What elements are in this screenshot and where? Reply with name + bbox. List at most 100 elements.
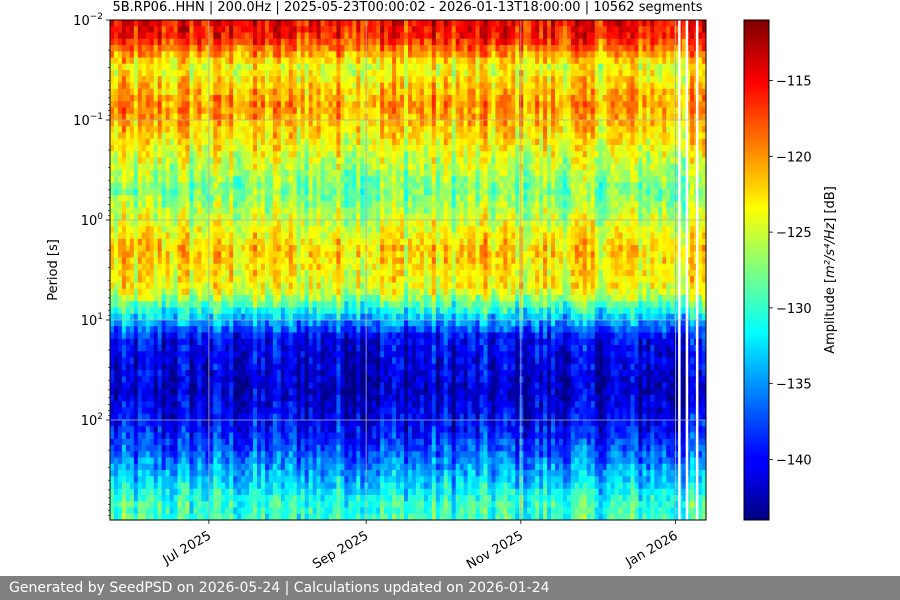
heatmap-cell xyxy=(348,451,353,459)
heatmap-cell xyxy=(153,20,159,27)
heatmap-cell xyxy=(312,95,318,102)
heatmap-cell xyxy=(312,432,318,440)
heatmap-cell xyxy=(145,332,151,340)
heatmap-cell xyxy=(165,401,171,409)
heatmap-cell xyxy=(312,201,318,209)
heatmap-cell xyxy=(193,445,199,452)
heatmap-cell xyxy=(169,213,175,221)
heatmap-cell xyxy=(264,401,270,409)
heatmap-cell xyxy=(221,476,226,484)
heatmap-cell xyxy=(121,57,127,65)
heatmap-cell xyxy=(241,313,246,321)
heatmap-cell xyxy=(110,376,115,384)
heatmap-cell xyxy=(189,482,195,490)
heatmap-cell xyxy=(117,313,123,321)
heatmap-cell xyxy=(237,401,242,409)
heatmap-cell xyxy=(133,301,139,309)
heatmap-cell xyxy=(272,95,278,102)
heatmap-cell xyxy=(121,382,127,390)
heatmap-cell xyxy=(356,88,361,96)
heatmap-cell xyxy=(225,126,230,134)
heatmap-cell xyxy=(352,457,357,465)
heatmap-cell xyxy=(145,32,151,40)
heatmap-cell xyxy=(205,276,210,284)
heatmap-cell xyxy=(165,457,171,465)
heatmap-cell xyxy=(352,238,357,246)
heatmap-cell xyxy=(328,282,334,290)
heatmap-cell xyxy=(193,188,199,196)
heatmap-cell xyxy=(181,338,187,346)
heatmap-cell xyxy=(352,282,357,290)
heatmap-cell xyxy=(245,438,250,446)
heatmap-cell xyxy=(288,463,294,471)
heatmap-cell xyxy=(264,363,270,371)
heatmap-cell xyxy=(209,382,214,390)
heatmap-cell xyxy=(173,495,179,502)
heatmap-cell xyxy=(233,157,238,165)
heatmap-cell xyxy=(121,20,127,27)
heatmap-cell xyxy=(129,26,135,34)
heatmap-cell xyxy=(328,113,334,121)
heatmap-cell xyxy=(129,326,135,334)
heatmap-cell xyxy=(129,382,135,390)
heatmap-cell xyxy=(356,120,361,127)
heatmap-cell xyxy=(229,320,234,327)
heatmap-cell xyxy=(205,445,210,452)
heatmap-cell xyxy=(324,445,330,452)
heatmap-cell xyxy=(300,320,306,327)
heatmap-cell xyxy=(181,138,187,146)
heatmap-cell xyxy=(205,420,210,427)
heatmap-cell xyxy=(324,470,330,477)
heatmap-cell xyxy=(308,63,314,71)
heatmap-cell xyxy=(213,357,218,365)
heatmap-cell xyxy=(328,126,334,134)
heatmap-cell xyxy=(169,32,175,40)
heatmap-cell xyxy=(237,513,242,520)
heatmap-cell xyxy=(149,132,155,140)
heatmap-cell xyxy=(257,45,262,52)
heatmap-cell xyxy=(241,507,246,515)
heatmap-cell xyxy=(153,357,159,365)
heatmap-cell xyxy=(276,195,282,202)
heatmap-cell xyxy=(173,107,179,115)
heatmap-cell xyxy=(308,57,314,65)
heatmap-cell xyxy=(113,138,119,146)
heatmap-cell xyxy=(300,32,306,40)
heatmap-cell xyxy=(308,388,314,396)
heatmap-cell xyxy=(320,426,326,434)
heatmap-cell xyxy=(117,470,123,477)
heatmap-cell xyxy=(300,270,306,277)
heatmap-cell xyxy=(328,138,334,146)
heatmap-cell xyxy=(189,32,195,40)
heatmap-cell xyxy=(316,445,322,452)
heatmap-cell xyxy=(245,51,250,59)
heatmap-cell xyxy=(185,513,191,520)
heatmap-cell xyxy=(336,138,342,146)
heatmap-cell xyxy=(145,76,151,84)
heatmap-cell xyxy=(245,138,250,146)
heatmap-cell xyxy=(165,363,171,371)
heatmap-cell xyxy=(245,70,250,77)
heatmap-cell xyxy=(113,107,119,115)
heatmap-cell xyxy=(320,101,326,109)
heatmap-cell xyxy=(137,413,143,421)
heatmap-cell xyxy=(197,376,202,384)
heatmap-cell xyxy=(245,38,250,46)
heatmap-cell xyxy=(113,288,119,296)
heatmap-cell xyxy=(137,320,143,327)
heatmap-cell xyxy=(121,495,127,502)
heatmap-cell xyxy=(117,482,123,490)
heatmap-cell xyxy=(332,313,338,321)
heatmap-cell xyxy=(121,451,127,459)
heatmap-cell xyxy=(352,151,357,159)
heatmap-cell xyxy=(149,307,155,315)
heatmap-cell xyxy=(113,401,119,409)
heatmap-cell xyxy=(181,82,187,90)
heatmap-cell xyxy=(340,357,346,365)
heatmap-cell xyxy=(205,382,210,390)
heatmap-cell xyxy=(197,407,202,415)
heatmap-cell xyxy=(253,407,258,415)
heatmap-cell xyxy=(141,70,147,77)
heatmap-cell xyxy=(253,63,258,71)
heatmap-cell xyxy=(233,182,238,190)
